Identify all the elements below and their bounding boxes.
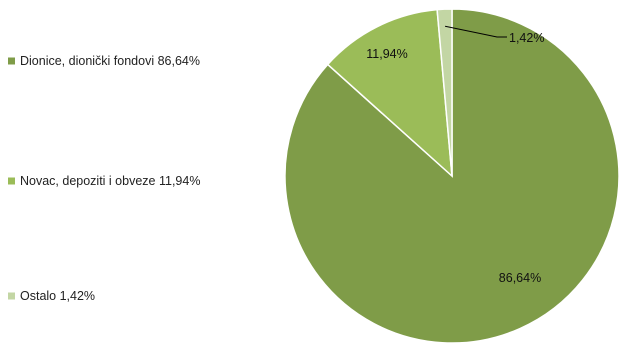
pie-slices — [284, 8, 620, 344]
pie-slice-novac — [326, 8, 453, 178]
pie-slice-ostalo — [436, 8, 453, 177]
legend-label-dionice: Dionice, dionički fondovi 86,64% — [20, 54, 200, 68]
legend-item-dionice: Dionice, dionički fondovi 86,64% — [8, 54, 200, 68]
data-label-ostalo: 1,42% — [509, 31, 544, 45]
data-label-dionice: 86,64% — [499, 271, 541, 285]
data-label-novac: 11,94% — [366, 47, 407, 61]
legend-swatch-ostalo — [8, 292, 15, 300]
leader-line-ostalo — [444, 25, 507, 38]
data-labels: 86,64% 11,94% 1,42% — [366, 25, 544, 285]
legend-label-novac: Novac, depoziti i obveze 11,94% — [20, 174, 200, 188]
legend-item-ostalo: Ostalo 1,42% — [8, 289, 95, 303]
legend-label-ostalo: Ostalo 1,42% — [20, 289, 95, 303]
legend-item-novac: Novac, depoziti i obveze 11,94% — [8, 174, 200, 188]
legend-swatch-novac — [8, 177, 15, 185]
legend-swatch-dionice — [8, 57, 15, 65]
legend: Dionice, dionički fondovi 86,64% Novac, d… — [8, 54, 200, 303]
